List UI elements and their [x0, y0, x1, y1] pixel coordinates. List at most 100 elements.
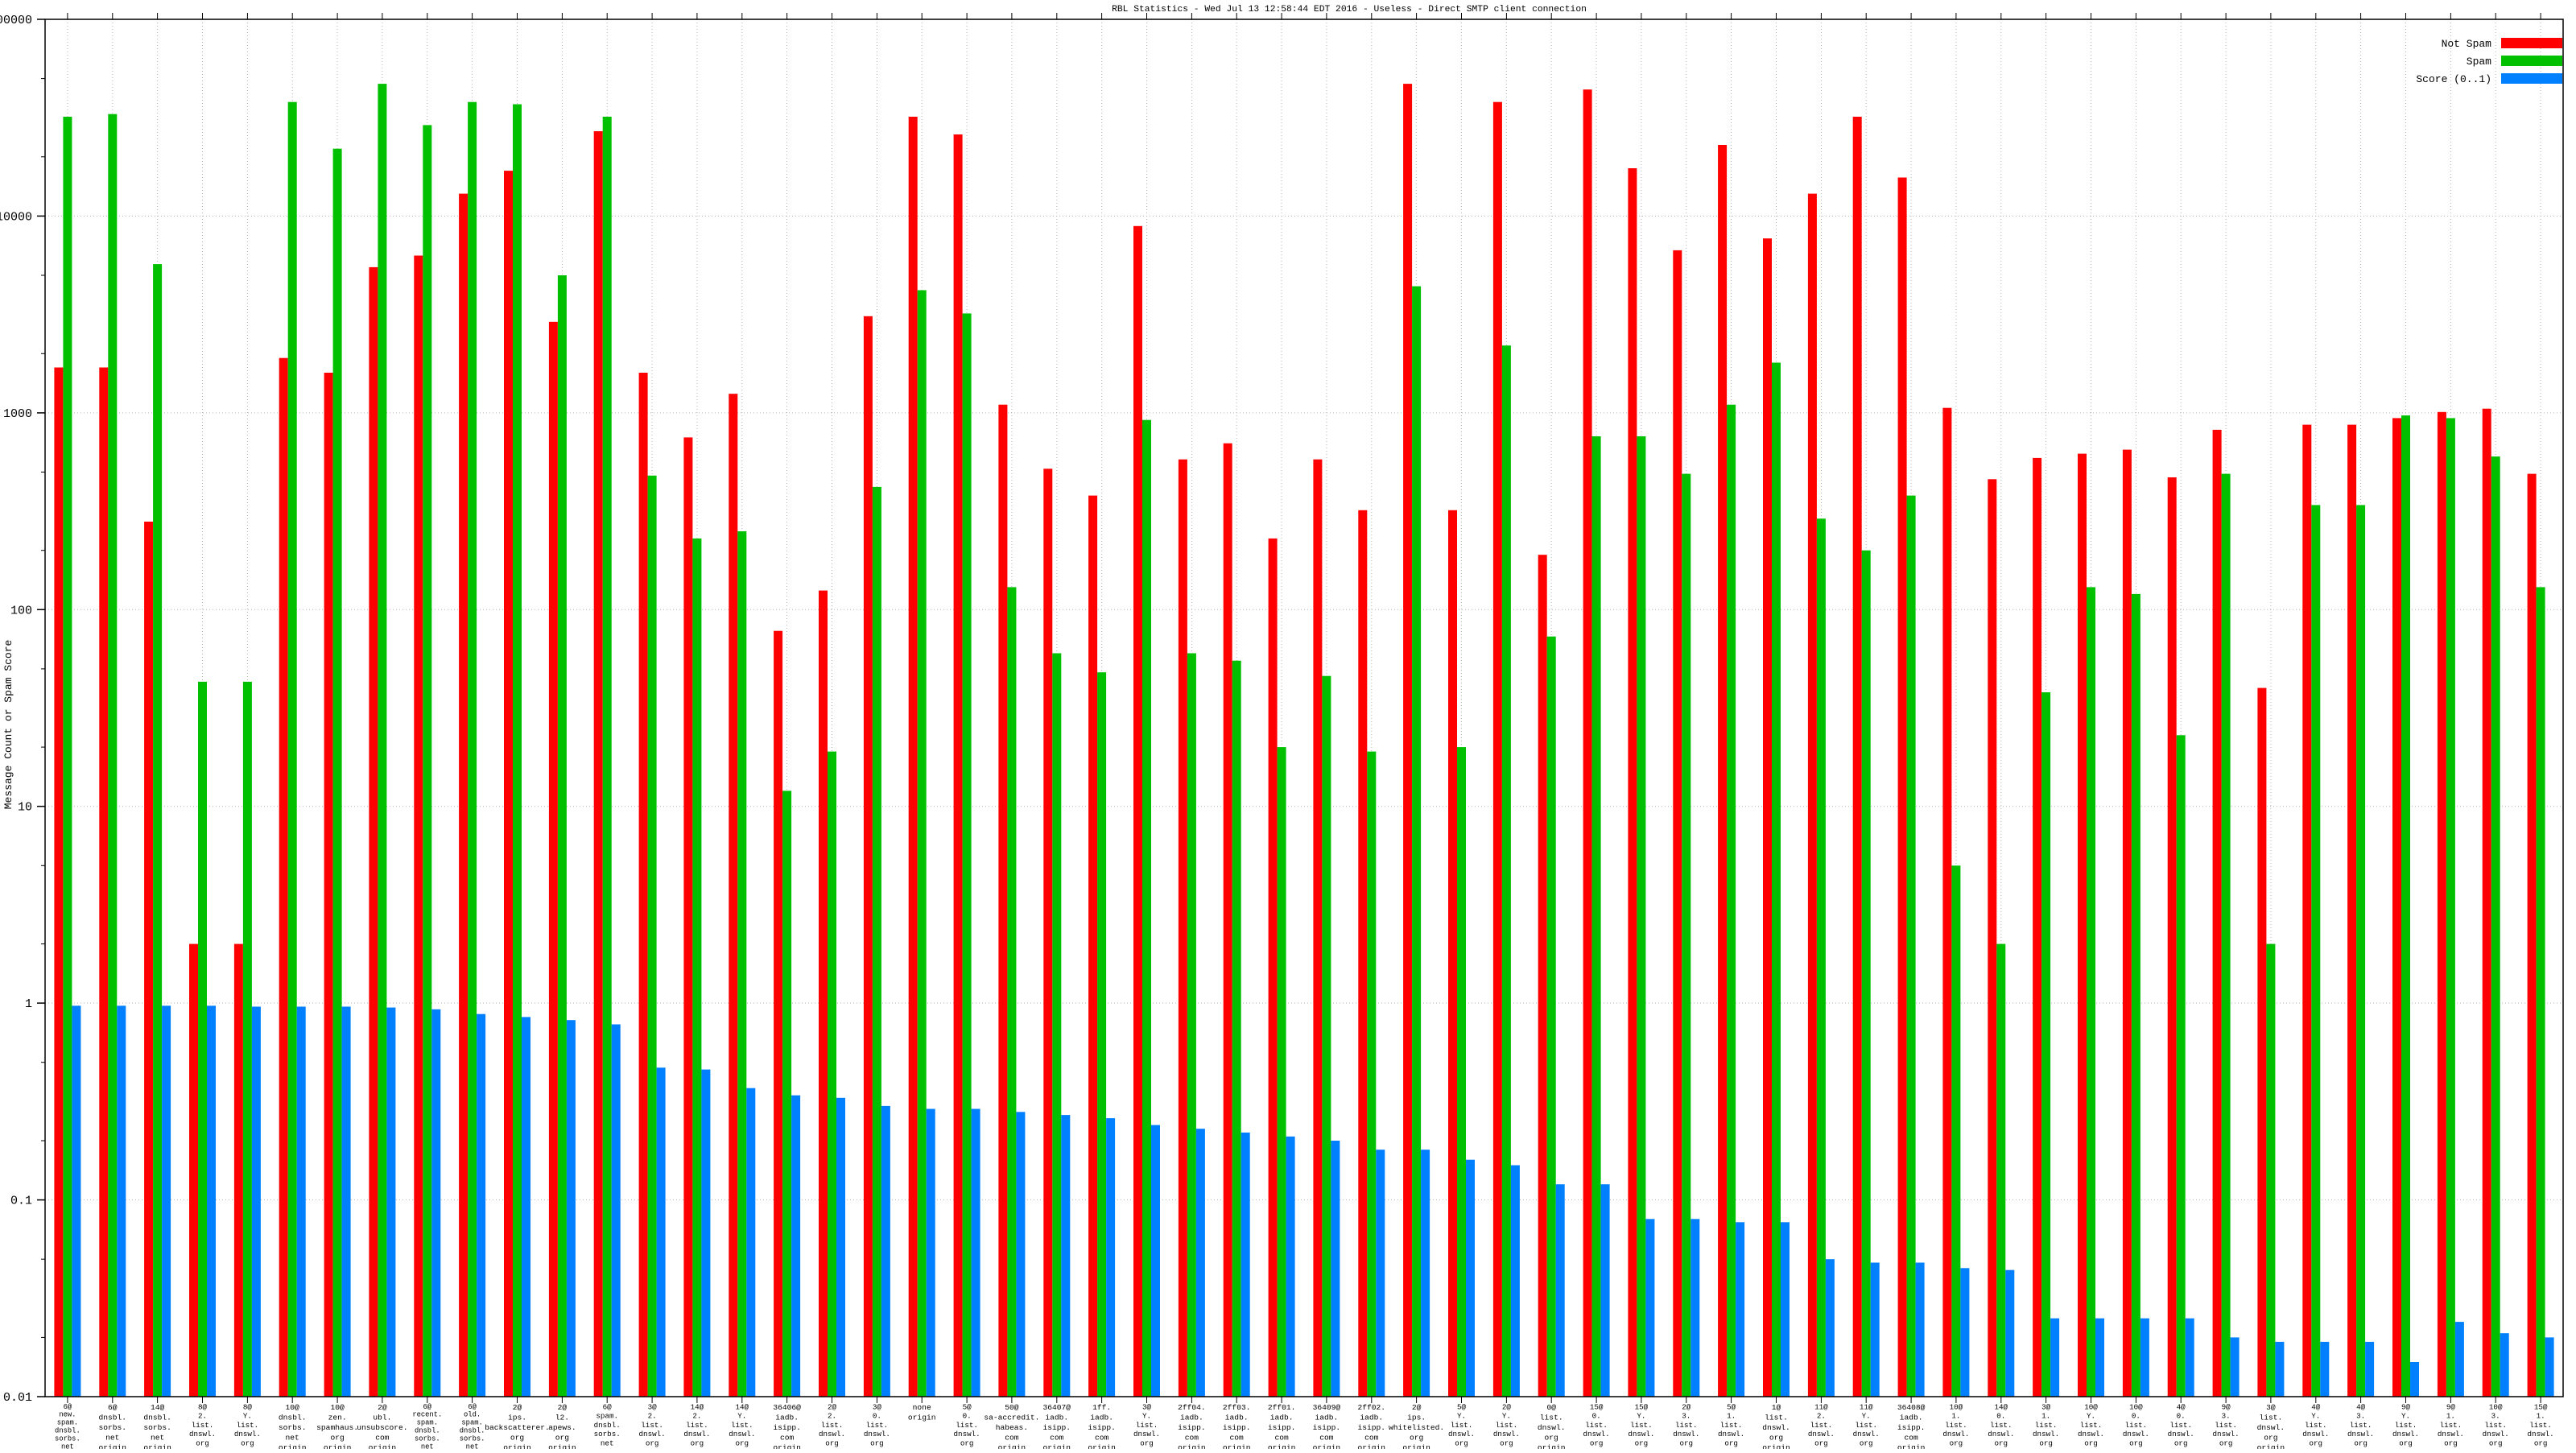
- svg-text:15@: 15@: [2534, 1402, 2548, 1411]
- svg-text:list.: list.: [1451, 1421, 1473, 1430]
- svg-text:dnsbl.: dnsbl.: [143, 1413, 171, 1422]
- svg-text:iadb.: iadb.: [775, 1413, 799, 1422]
- svg-text:15@: 15@: [1590, 1402, 1604, 1411]
- svg-text:4@: 4@: [2311, 1402, 2321, 1411]
- svg-text:org: org: [196, 1439, 209, 1448]
- svg-text:0.01: 0.01: [3, 1391, 32, 1405]
- svg-text:dnswl.: dnswl.: [639, 1430, 666, 1439]
- svg-text:1ff.: 1ff.: [1092, 1403, 1111, 1412]
- svg-text:spam.: spam.: [417, 1419, 438, 1427]
- svg-text:origin: origin: [503, 1443, 531, 1449]
- svg-text:dnswl.: dnswl.: [2168, 1430, 2194, 1439]
- svg-text:0.1: 0.1: [10, 1195, 32, 1208]
- svg-text:origin: origin: [1088, 1443, 1116, 1449]
- svg-text:origin: origin: [1313, 1443, 1341, 1449]
- svg-text:list.: list.: [1630, 1421, 1653, 1430]
- svg-text:isipp.: isipp.: [1313, 1423, 1341, 1432]
- svg-text:org: org: [646, 1439, 659, 1448]
- svg-text:5@: 5@: [1727, 1402, 1736, 1411]
- svg-text:dnswl.: dnswl.: [1448, 1430, 1475, 1439]
- svg-text:list.: list.: [2395, 1421, 2417, 1430]
- svg-text:origin: origin: [369, 1443, 397, 1449]
- svg-text:net: net: [61, 1443, 74, 1449]
- svg-text:3.: 3.: [2222, 1412, 2231, 1421]
- svg-text:org: org: [2489, 1439, 2503, 1448]
- svg-text:dnswl.: dnswl.: [683, 1430, 710, 1439]
- svg-text:org: org: [2399, 1439, 2413, 1448]
- svg-text:isipp.: isipp.: [1358, 1423, 1386, 1432]
- svg-text:list.: list.: [1136, 1421, 1158, 1430]
- svg-text:15@: 15@: [1635, 1402, 1649, 1411]
- svg-text:org: org: [1590, 1439, 1604, 1448]
- svg-text:com: com: [1274, 1433, 1289, 1442]
- svg-text:isipp.: isipp.: [1088, 1423, 1116, 1432]
- svg-text:org: org: [960, 1439, 974, 1448]
- svg-text:2@: 2@: [1502, 1402, 1512, 1411]
- svg-text:dnswl.: dnswl.: [954, 1430, 980, 1439]
- svg-text:dnswl.: dnswl.: [1673, 1430, 1699, 1439]
- svg-text:zen.: zen.: [328, 1413, 347, 1422]
- svg-text:1.: 1.: [2041, 1412, 2050, 1421]
- svg-text:2ff03.: 2ff03.: [1223, 1403, 1251, 1412]
- svg-text:dnswl.: dnswl.: [1133, 1430, 1160, 1439]
- svg-text:org: org: [2310, 1439, 2323, 1448]
- svg-text:Y.: Y.: [1457, 1412, 1466, 1421]
- svg-text:6@: 6@: [64, 1403, 72, 1411]
- svg-text:com: com: [1319, 1433, 1334, 1442]
- svg-text:origin: origin: [1268, 1443, 1296, 1449]
- svg-text:dnsbl.: dnsbl.: [99, 1413, 127, 1422]
- svg-text:net: net: [286, 1433, 299, 1442]
- svg-text:list.: list.: [2080, 1421, 2103, 1430]
- svg-text:l2.: l2.: [555, 1413, 569, 1422]
- svg-text:dnswl.: dnswl.: [2302, 1430, 2329, 1439]
- svg-text:list.: list.: [2260, 1413, 2283, 1422]
- svg-text:RBL Statistics - Wed Jul 13 12: RBL Statistics - Wed Jul 13 12:58:44 EDT…: [1112, 5, 1587, 14]
- svg-text:dnswl.: dnswl.: [1718, 1430, 1744, 1439]
- svg-text:origin: origin: [998, 1443, 1026, 1449]
- svg-text:ips.: ips.: [508, 1413, 526, 1422]
- svg-text:2ff02.: 2ff02.: [1358, 1403, 1386, 1412]
- svg-text:net: net: [601, 1439, 614, 1448]
- svg-text:sorbs.: sorbs.: [415, 1434, 440, 1443]
- svg-text:iadb.: iadb.: [1360, 1413, 1383, 1422]
- svg-text:origin: origin: [773, 1443, 801, 1449]
- svg-text:1@: 1@: [1772, 1403, 1781, 1412]
- svg-text:14@: 14@: [1995, 1402, 2008, 1411]
- svg-text:Y.: Y.: [1862, 1412, 1871, 1421]
- svg-text:dnswl.: dnswl.: [2033, 1430, 2059, 1439]
- svg-text:3@: 3@: [2266, 1403, 2276, 1412]
- svg-text:org: org: [330, 1433, 344, 1442]
- svg-text:9@: 9@: [2401, 1402, 2411, 1411]
- svg-text:org: org: [2084, 1439, 2098, 1448]
- svg-text:origin: origin: [548, 1443, 576, 1449]
- svg-text:dnswl.: dnswl.: [1628, 1430, 1654, 1439]
- svg-text:sorbs.: sorbs.: [143, 1423, 171, 1432]
- svg-text:org: org: [241, 1439, 254, 1448]
- svg-text:com: com: [1185, 1433, 1199, 1442]
- svg-text:3@: 3@: [2041, 1402, 2051, 1411]
- svg-text:dnsbl.: dnsbl.: [594, 1421, 621, 1430]
- svg-text:origin: origin: [1223, 1443, 1251, 1449]
- svg-text:1000: 1000: [3, 407, 32, 421]
- svg-text:habeas.: habeas.: [996, 1423, 1028, 1432]
- svg-text:sorbs.: sorbs.: [55, 1434, 80, 1443]
- svg-text:org: org: [2264, 1433, 2277, 1442]
- svg-text:dnswl.: dnswl.: [2257, 1423, 2285, 1432]
- svg-text:backscatterer.: backscatterer.: [485, 1423, 550, 1432]
- svg-text:origin: origin: [1043, 1443, 1071, 1449]
- svg-text:org: org: [1814, 1439, 1828, 1448]
- svg-text:origin: origin: [908, 1413, 936, 1422]
- svg-text:Message Count or Spam Score: Message Count or Spam Score: [2, 640, 14, 810]
- svg-text:isipp.: isipp.: [1043, 1423, 1071, 1432]
- svg-text:10@: 10@: [286, 1403, 300, 1412]
- svg-text:net: net: [421, 1443, 434, 1449]
- svg-text:Y.: Y.: [737, 1412, 746, 1421]
- svg-text:sorbs.: sorbs.: [594, 1430, 621, 1439]
- svg-text:1.: 1.: [1727, 1412, 1736, 1421]
- svg-text:iadb.: iadb.: [1180, 1413, 1203, 1422]
- svg-text:2@: 2@: [378, 1403, 387, 1412]
- svg-text:dnswl.: dnswl.: [1808, 1430, 1835, 1439]
- svg-text:list.: list.: [2350, 1421, 2372, 1430]
